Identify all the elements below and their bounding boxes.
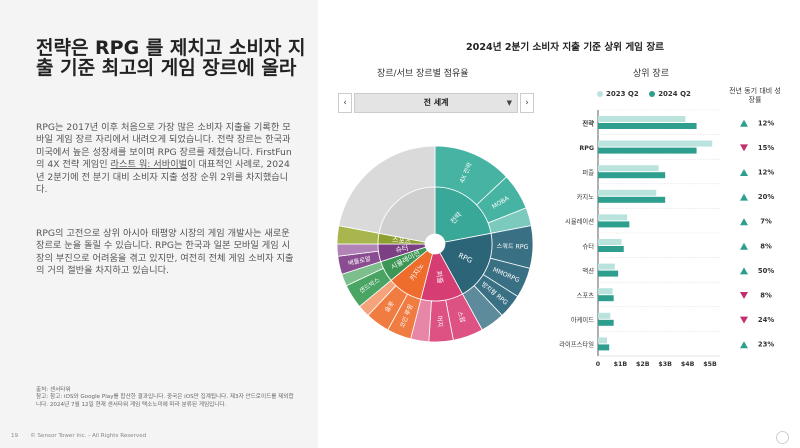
growth-up-icon: [740, 341, 748, 349]
sunburst-outer-label: 스왑: [456, 310, 467, 324]
yoy-value: 23%: [758, 341, 774, 349]
bar-2023-q2[interactable]: [598, 214, 628, 221]
yoy-value: 12%: [758, 119, 774, 127]
legend-label-2023: 2023 Q2: [606, 90, 639, 98]
body-paragraph-2: RPG의 고전으로 상위 아시아 태평양 시장의 게임 개발사는 새로운 장르로…: [36, 228, 294, 277]
category-label: 카지노: [577, 192, 595, 201]
page-number: 19: [11, 433, 19, 439]
sensor-tower-logo-icon: [776, 431, 789, 444]
source-note: 출처: 센서타워 참고: 참고: iOS와 Google Play를 합산한 결…: [36, 387, 294, 409]
region-dropdown[interactable]: 전 세계 ▼: [354, 93, 518, 113]
bar-2023-q2[interactable]: [598, 189, 657, 196]
x-tick-label: $4B: [681, 361, 695, 368]
bar-2024-q2[interactable]: [598, 123, 697, 129]
growth-up-icon: [740, 218, 748, 226]
x-tick-label: $3B: [658, 361, 672, 368]
bar-2024-q2[interactable]: [598, 319, 614, 326]
body-paragraph-1: RPG는 2017년 이후 처음으로 가장 많은 소비자 지출을 기록한 모바일…: [36, 122, 294, 196]
bar-2023-q2[interactable]: [598, 337, 607, 344]
bar-2023-q2[interactable]: [598, 116, 686, 122]
growth-up-icon: [740, 193, 748, 201]
sunburst-center: [425, 234, 445, 254]
growth-down-icon: [740, 292, 748, 299]
bar-2023-q2[interactable]: [598, 263, 615, 270]
legend-swatch-2023: [597, 91, 603, 97]
bar-legend: 2023 Q2 2024 Q2: [597, 90, 699, 98]
bar-2024-q2[interactable]: [598, 270, 619, 277]
sunburst-outer-label: 머지: [436, 315, 445, 327]
prev-region-button[interactable]: ‹: [338, 93, 352, 113]
growth-up-icon: [740, 242, 748, 250]
game-link[interactable]: 라스트 워: 서바이벌: [110, 159, 188, 171]
next-region-button[interactable]: ›: [520, 93, 534, 113]
bar-2024-q2[interactable]: [598, 221, 630, 228]
bar-2023-q2[interactable]: [598, 312, 611, 319]
category-label: 아케이드: [571, 315, 594, 324]
legend-item-2023[interactable]: 2023 Q2: [597, 90, 639, 98]
legend-item-2024[interactable]: 2024 Q2: [649, 90, 691, 98]
yoy-value: 20%: [758, 193, 774, 201]
bar-2023-q2[interactable]: [598, 239, 622, 245]
yoy-value: 8%: [760, 242, 772, 250]
growth-up-icon: [740, 267, 748, 275]
bar-2023-q2[interactable]: [598, 165, 659, 172]
para1-text-b: 이 대표적인 사례로, 2024년 2분기에 전 분기 대비 소비자 지출 성장…: [36, 159, 290, 196]
bars-title: 상위 장르: [633, 69, 669, 79]
growth-up-icon: [740, 119, 748, 127]
bar-2024-q2[interactable]: [598, 344, 610, 351]
x-tick-label: 0: [596, 361, 601, 368]
bar-2024-q2[interactable]: [598, 246, 624, 252]
bar-2024-q2[interactable]: [598, 196, 666, 203]
category-label: 시뮬레이션: [565, 217, 594, 226]
x-tick-label: $1B: [614, 361, 628, 368]
growth-up-icon: [740, 169, 748, 176]
chart-title: 2024년 2분기 소비자 지출 기준 상위 게임 장르: [466, 42, 664, 53]
genre-bar-chart[interactable]: 전략 12% RPG 15% 퍼즐 12% 카지노 20% 시뮬레이션 7% 슈터 8% 액션 50% 스포…: [556, 108, 796, 378]
source-line: 출처: 센서타워: [36, 387, 71, 393]
category-label: 전략: [582, 118, 594, 127]
category-label: 라이프스타일: [559, 340, 594, 349]
legend-swatch-2024: [649, 91, 656, 97]
copyright: © Sensor Tower Inc. - All Rights Reserve…: [30, 433, 147, 439]
bar-2024-q2[interactable]: [598, 147, 697, 154]
yoy-value: 24%: [758, 316, 774, 324]
x-tick-label: $5B: [703, 361, 717, 368]
bar-2023-q2[interactable]: [598, 288, 613, 295]
yoy-value: 7%: [760, 218, 772, 226]
footer: 19 © Sensor Tower Inc. - All Rights Reser…: [11, 433, 146, 439]
category-label: 슈터: [582, 241, 594, 250]
yoy-value: 8%: [760, 292, 772, 300]
yoy-value: 15%: [758, 144, 774, 152]
sunburst-inner-label: 슈터: [395, 243, 409, 254]
category-label: 스포츠: [577, 292, 595, 300]
page-title: 전략은 RPG 를 제치고 소비자 지출 기준 최고의 게임 장르에 올라: [36, 37, 306, 79]
category-label: 액션: [582, 266, 594, 275]
sunburst-inner-label: 퍼즐: [434, 270, 445, 284]
growth-down-icon: [740, 144, 748, 152]
growth-down-icon: [740, 316, 748, 324]
yoy-header: 전년 동기 대비 성장률: [729, 87, 781, 104]
sunburst-title: 장르/서브 장르별 점유율: [377, 69, 469, 79]
bar-2024-q2[interactable]: [598, 172, 666, 179]
category-label: RPG: [579, 145, 594, 152]
sunburst-outer-label: 스쿼드 RPG: [496, 242, 528, 251]
yoy-value: 50%: [758, 267, 774, 275]
chevron-down-icon: ▼: [506, 99, 512, 107]
region-dropdown-value: 전 세계: [423, 98, 449, 107]
bar-2023-q2[interactable]: [598, 140, 713, 147]
note-line: 참고: 참고: iOS와 Google Play를 합산한 결과입니다. 중국은…: [36, 394, 294, 408]
left-panel: 전략은 RPG 를 제치고 소비자 지출 기준 최고의 게임 장르에 올라 RP…: [0, 0, 318, 448]
para1-text-a: RPG는 2017년 이후 처음으로 가장 많은 소비자 지출을 기록한 모바일…: [36, 122, 292, 171]
x-tick-label: $2B: [636, 361, 650, 368]
bar-2024-q2[interactable]: [598, 295, 614, 302]
sunburst-inner-label: 스포츠: [392, 236, 413, 246]
legend-label-2024: 2024 Q2: [658, 90, 691, 98]
category-label: 퍼즐: [582, 168, 594, 177]
yoy-value: 12%: [758, 169, 774, 177]
